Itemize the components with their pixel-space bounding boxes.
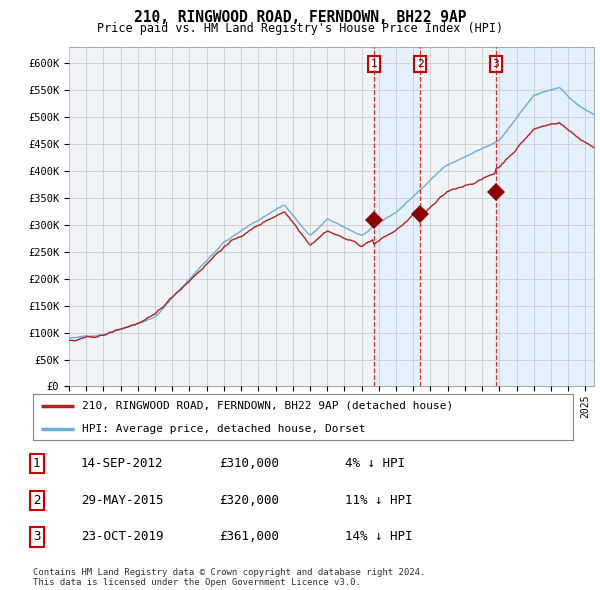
Text: 4% ↓ HPI: 4% ↓ HPI	[345, 457, 405, 470]
Text: 23-OCT-2019: 23-OCT-2019	[81, 530, 163, 543]
Text: 1: 1	[370, 59, 377, 69]
Text: £361,000: £361,000	[219, 530, 279, 543]
Text: 1: 1	[33, 457, 41, 470]
Text: 14% ↓ HPI: 14% ↓ HPI	[345, 530, 413, 543]
Text: £310,000: £310,000	[219, 457, 279, 470]
Text: 2: 2	[33, 494, 41, 507]
Text: Contains HM Land Registry data © Crown copyright and database right 2024.: Contains HM Land Registry data © Crown c…	[33, 568, 425, 576]
Text: 3: 3	[493, 59, 499, 69]
Text: 3: 3	[33, 530, 41, 543]
Text: 2: 2	[417, 59, 424, 69]
Text: 14-SEP-2012: 14-SEP-2012	[81, 457, 163, 470]
Text: 11% ↓ HPI: 11% ↓ HPI	[345, 494, 413, 507]
Text: 29-MAY-2015: 29-MAY-2015	[81, 494, 163, 507]
Bar	[374, 47, 421, 386]
Text: This data is licensed under the Open Government Licence v3.0.: This data is licensed under the Open Gov…	[33, 578, 361, 587]
Text: 210, RINGWOOD ROAD, FERNDOWN, BH22 9AP (detached house): 210, RINGWOOD ROAD, FERNDOWN, BH22 9AP (…	[82, 401, 453, 411]
Text: HPI: Average price, detached house, Dorset: HPI: Average price, detached house, Dors…	[82, 424, 365, 434]
Text: Price paid vs. HM Land Registry's House Price Index (HPI): Price paid vs. HM Land Registry's House …	[97, 22, 503, 35]
Bar	[496, 47, 594, 386]
Text: 210, RINGWOOD ROAD, FERNDOWN, BH22 9AP: 210, RINGWOOD ROAD, FERNDOWN, BH22 9AP	[134, 10, 466, 25]
Text: £320,000: £320,000	[219, 494, 279, 507]
